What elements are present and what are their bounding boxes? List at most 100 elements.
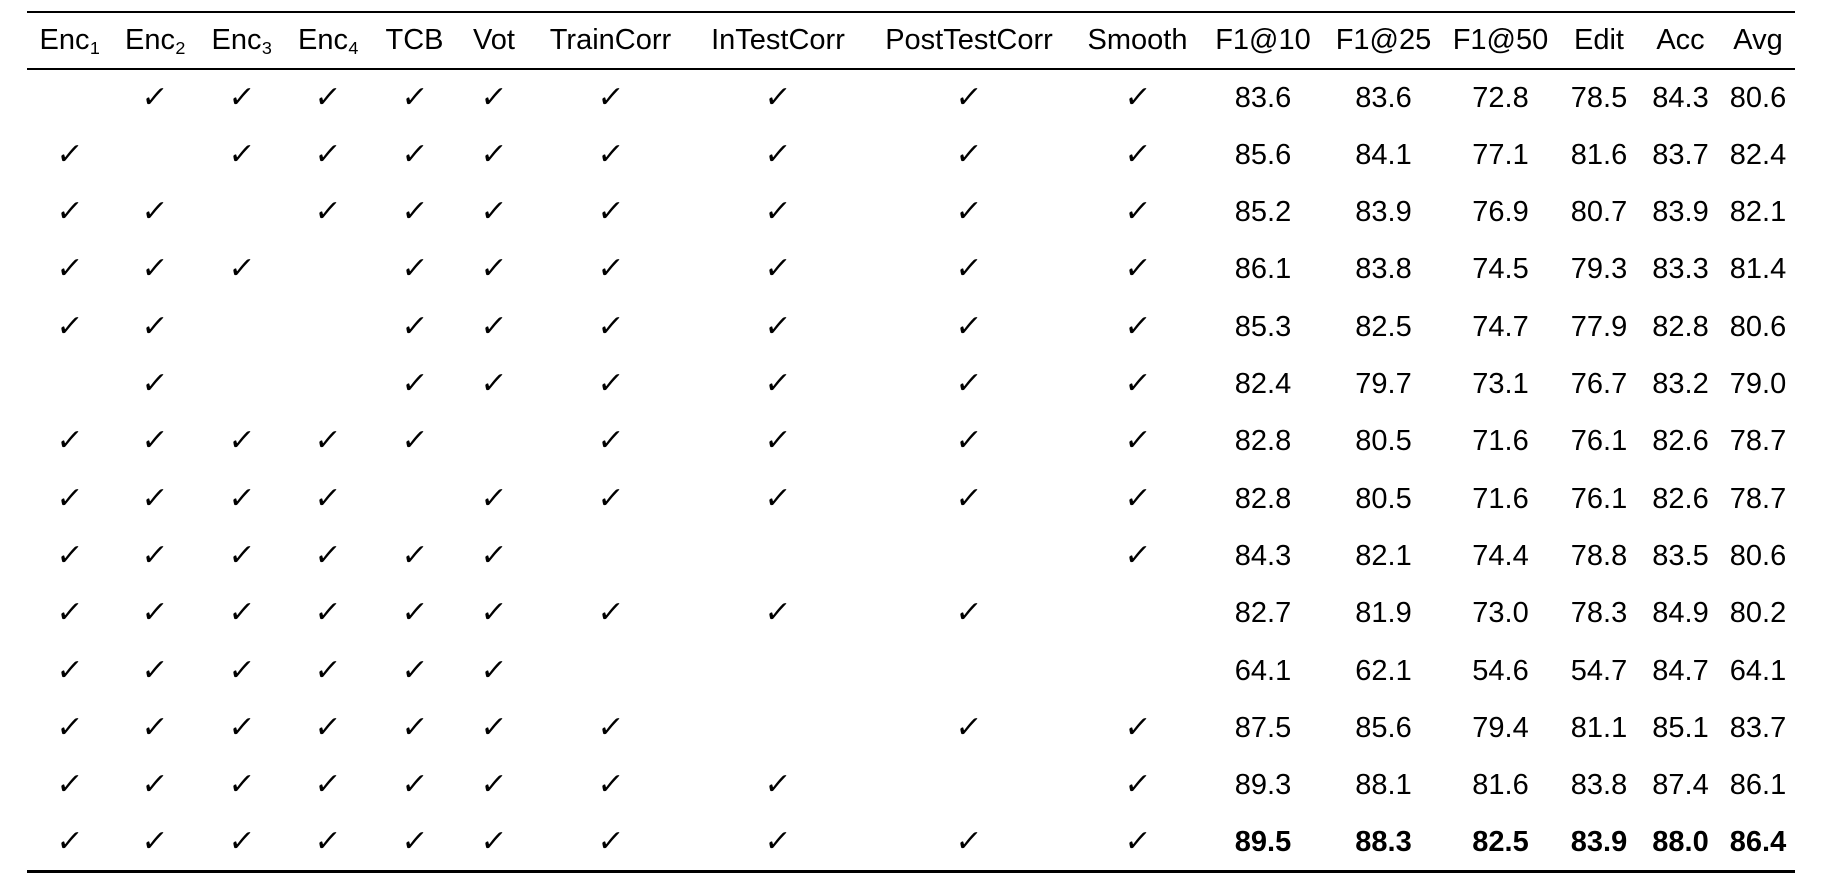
- check-cell: ✓: [371, 757, 458, 814]
- value-cell: 86.1: [1234, 253, 1292, 286]
- check-cell: [691, 642, 865, 699]
- check-cell: ✓: [1073, 126, 1202, 183]
- table-row-1: ✓ ✓ ✓ ✓ ✓ ✓ ✓ ✓ ✓ 83.6 83.6 72.8 78.5 84.3 80.6: [27, 69, 1795, 126]
- check-cell: ✓: [371, 700, 458, 757]
- value-cell: 84.9: [1652, 597, 1709, 630]
- checkmark-icon: ✓: [1122, 308, 1153, 344]
- check-cell: ✓: [371, 356, 458, 413]
- value-cell: 72.8: [1472, 81, 1529, 114]
- check-cell: ✓: [865, 700, 1073, 757]
- value-cell: 78.8: [1570, 539, 1628, 572]
- checkmark-icon: ✓: [595, 823, 626, 859]
- check-cell: [530, 528, 691, 585]
- value-cell: 83.8: [1355, 253, 1412, 286]
- check-cell: ✓: [112, 814, 198, 871]
- check-cell: ✓: [198, 126, 285, 183]
- check-cell: ✓: [458, 126, 530, 183]
- check-cell: ✓: [458, 298, 530, 355]
- checkmark-icon: ✓: [479, 193, 510, 229]
- header-label: Enc: [39, 24, 90, 56]
- checkmark-icon: ✓: [1122, 709, 1153, 745]
- check-cell: ✓: [691, 69, 865, 126]
- value-cell: 85.6: [1234, 138, 1292, 171]
- checkmark-icon: ✓: [140, 251, 171, 287]
- header-label: Enc: [298, 24, 348, 56]
- checkmark-icon: ✓: [226, 537, 257, 573]
- checkmark-icon: ✓: [226, 79, 257, 115]
- checkmark-icon: ✓: [479, 595, 510, 631]
- value-cell: 64.1: [1234, 654, 1292, 687]
- value-cell: 79.4: [1472, 711, 1529, 744]
- value-cell: 76.1: [1570, 425, 1628, 458]
- value-cell: 82.4: [1234, 367, 1292, 400]
- checkmark-icon: ✓: [226, 595, 257, 631]
- checkmark-icon: ✓: [954, 251, 985, 287]
- table-row-8: ✓ ✓ ✓ ✓ ✓ ✓ ✓ ✓ ✓ 82.8 80.5 71.6 76.1 82.6 78.7: [27, 470, 1795, 527]
- checkmark-icon: ✓: [140, 480, 171, 516]
- checkmark-icon: ✓: [479, 767, 510, 803]
- value-cell: 83.5: [1652, 539, 1709, 572]
- check-cell: ✓: [865, 69, 1073, 126]
- checkmark-icon: ✓: [313, 423, 344, 459]
- checkmark-icon: ✓: [595, 767, 626, 803]
- value-cell: 83.6: [1234, 81, 1292, 114]
- value-cell: 86.1: [1729, 769, 1787, 802]
- checkmark-icon: ✓: [954, 709, 985, 745]
- checkmark-icon: ✓: [140, 595, 171, 631]
- checkmark-icon: ✓: [763, 308, 794, 344]
- value-cell: 77.9: [1570, 310, 1628, 343]
- check-cell: [371, 470, 458, 527]
- check-cell: ✓: [1073, 184, 1202, 241]
- checkmark-icon: ✓: [54, 423, 85, 459]
- value-cell: 83.7: [1729, 711, 1787, 744]
- header-cell-intestcorr: InTestCorr: [691, 12, 865, 70]
- check-cell: ✓: [865, 814, 1073, 871]
- check-cell: [1073, 642, 1202, 699]
- checkmark-icon: ✓: [313, 480, 344, 516]
- value-cell: 83.9: [1652, 195, 1709, 228]
- checkmark-icon: ✓: [54, 652, 85, 688]
- checkmark-icon: ✓: [399, 251, 430, 287]
- check-cell: ✓: [371, 642, 458, 699]
- check-cell: ✓: [530, 298, 691, 355]
- check-cell: ✓: [865, 126, 1073, 183]
- checkmark-icon: ✓: [595, 251, 626, 287]
- check-cell: ✓: [112, 470, 198, 527]
- checkmark-icon: ✓: [399, 136, 430, 172]
- check-cell: ✓: [112, 585, 198, 642]
- header-subscript: 2: [175, 38, 186, 59]
- checkmark-icon: ✓: [954, 823, 985, 859]
- check-cell: ✓: [112, 528, 198, 585]
- checkmark-icon: ✓: [226, 251, 257, 287]
- checkmark-icon: ✓: [313, 595, 344, 631]
- checkmark-icon: ✓: [226, 136, 257, 172]
- table-header: Enc1 Enc2 Enc3 Enc4 TCB Vot TrainCorr InTestCor…: [27, 12, 1795, 70]
- checkmark-icon: ✓: [763, 480, 794, 516]
- check-cell: ✓: [691, 356, 865, 413]
- checkmark-icon: ✓: [954, 308, 985, 344]
- check-cell: ✓: [530, 413, 691, 470]
- checkmark-icon: ✓: [479, 251, 510, 287]
- check-cell: ✓: [112, 69, 198, 126]
- value-cell: 76.9: [1472, 195, 1529, 228]
- header-cell-avg: Avg: [1721, 12, 1795, 70]
- checkmark-icon: ✓: [399, 595, 430, 631]
- check-cell: [865, 642, 1073, 699]
- table-row-5: ✓ ✓ ✓ ✓ ✓ ✓ ✓ ✓ 85.3 82.5 74.7 77.9 82.8 80.6: [27, 298, 1795, 355]
- check-cell: ✓: [112, 413, 198, 470]
- check-cell: [865, 528, 1073, 585]
- value-cell: 83.9: [1355, 195, 1412, 228]
- checkmark-icon: ✓: [479, 823, 510, 859]
- check-cell: ✓: [691, 184, 865, 241]
- value-cell: 87.5: [1234, 711, 1292, 744]
- header-label: Vot: [473, 24, 515, 56]
- check-cell: ✓: [865, 413, 1073, 470]
- check-cell: [27, 356, 112, 413]
- checkmark-icon: ✓: [54, 308, 85, 344]
- check-cell: [198, 184, 285, 241]
- value-cell: 83.7: [1652, 138, 1709, 171]
- check-cell: ✓: [112, 642, 198, 699]
- checkmark-icon: ✓: [1122, 136, 1153, 172]
- check-cell: ✓: [865, 241, 1073, 298]
